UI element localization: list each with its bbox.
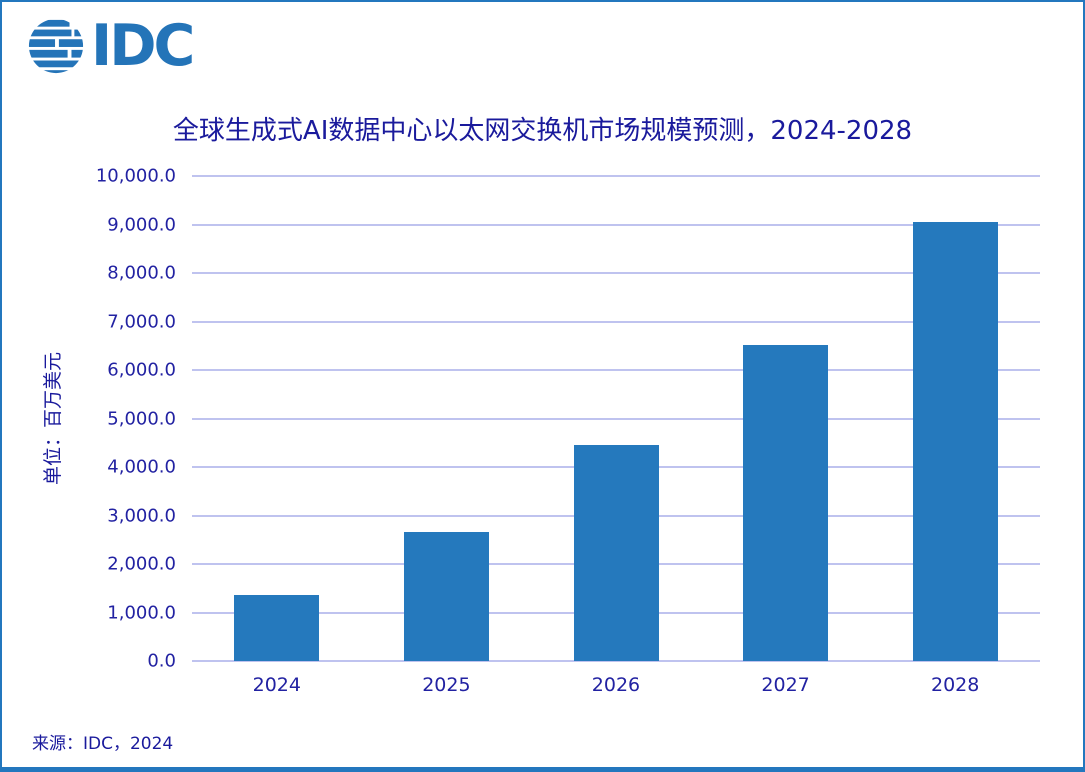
y-tick-label: 9,000.0 [107,214,176,235]
y-axis-ticks: 0.0 1,000.0 2,000.0 3,000.0 4,000.0 5,000.0 6,… [2,166,180,672]
y-tick-label: 3,000.0 [107,505,176,526]
gridline [192,417,1040,420]
gridline [192,223,1040,226]
source-note: 来源：IDC，2024 [32,734,174,754]
idc-logo: IDC [27,13,195,79]
y-tick-label: 10,000.0 [95,165,176,187]
gridline [192,272,1040,274]
y-tick-label: 7,000.0 [107,311,176,332]
gridline [192,660,1040,662]
idc-globe-icon [28,19,84,74]
bar-2025 [403,532,489,661]
x-tick-label-2026: 2026 [591,674,641,696]
plot-area [192,175,1040,662]
gridline [192,175,1040,177]
y-tick-label: 6,000.0 [107,359,176,381]
y-tick-label: 2,000.0 [107,553,176,575]
y-tick-label: 0.0 [147,650,176,672]
bar-2028 [912,222,998,661]
x-tick-label-2027: 2027 [761,674,810,696]
x-tick-label-2025: 2025 [422,674,471,696]
bar-2024 [234,595,320,661]
y-tick-label: 8,000.0 [107,262,176,284]
x-tick-label-2024: 2024 [252,674,301,696]
y-tick-label: 4,000.0 [107,456,176,478]
idc-logo-text: IDC [91,13,195,79]
x-tick-label-2028: 2028 [931,674,980,696]
gridline [192,320,1040,323]
x-axis-labels: 2024 2025 2026 2027 2028 [192,674,1040,704]
gridline [192,369,1040,371]
chart-title: 全球生成式AI数据中心以太网交换机市场规模预测，2024-2028 [172,116,913,146]
y-tick-label: 5,000.0 [107,408,176,429]
y-tick-label: 1,000.0 [107,602,176,623]
bar-2027 [743,344,829,661]
bar-2026 [573,445,659,661]
